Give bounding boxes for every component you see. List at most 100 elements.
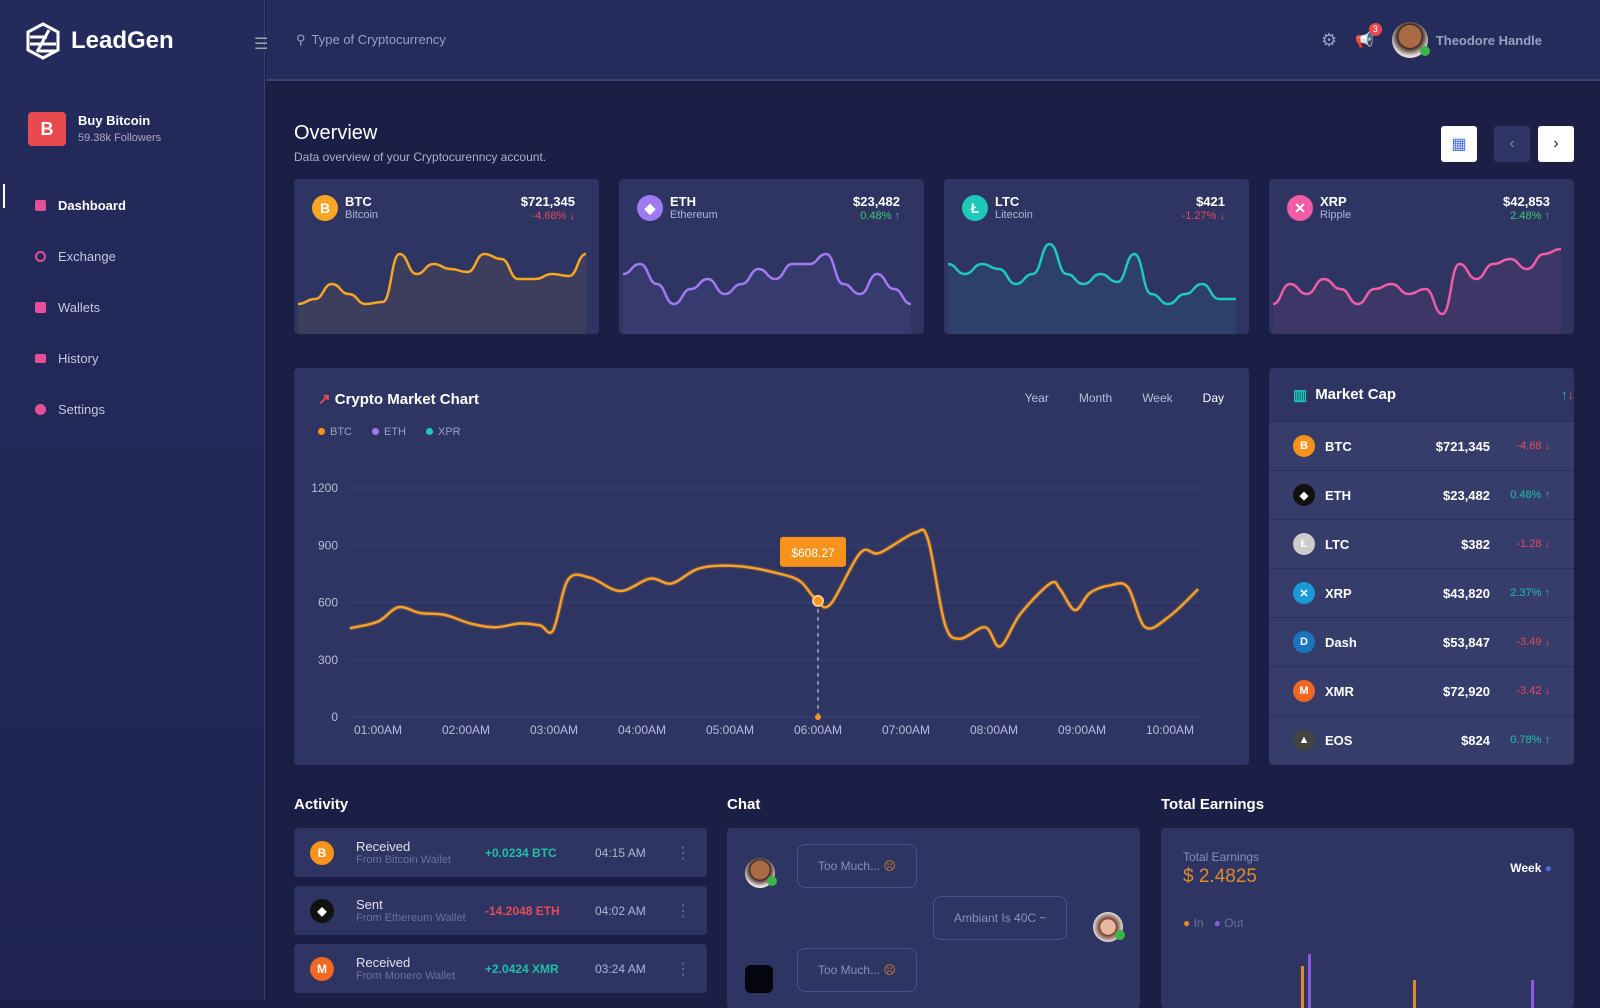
sidebar-item-wallets[interactable]: Wallets	[0, 282, 265, 333]
ltc-icon: Ł	[1293, 533, 1315, 555]
activity-item[interactable]: M Received From Monero Wallet +2.0424 XMR 03…	[294, 944, 707, 993]
gear-icon[interactable]: ⚙	[1320, 29, 1338, 50]
buy-bitcoin-promo[interactable]: B Buy Bitcoin 59.38k Followers	[28, 112, 161, 146]
coin-card-btc[interactable]: B BTC Bitcoin $721,345 -4.68% ↓	[294, 179, 599, 334]
earnings-title: Total Earnings	[1161, 796, 1265, 813]
y-tick-label: 300	[318, 653, 338, 667]
crypto-market-chart: ↗ Crypto Market Chart Year Month Week Da…	[294, 368, 1249, 765]
logo[interactable]: LeadGen	[25, 22, 174, 60]
activity-amount: +0.0234 BTC	[485, 845, 557, 860]
chat-avatar	[1093, 912, 1125, 942]
row-price: $382	[1461, 536, 1490, 552]
row-price: $53,847	[1443, 634, 1490, 650]
search-input[interactable]: ⚲ Type of Cryptocurrency	[296, 32, 446, 48]
y-tick-label: 1200	[311, 481, 338, 495]
market-cap-panel: ▥ Market Cap ↑↓ B BTC $721,345 -4.68 ↓ ◆ ETH $23…	[1269, 368, 1574, 765]
sparkline	[948, 242, 1236, 334]
coin-change: 0.48% ↑	[860, 210, 900, 222]
user-avatar[interactable]	[1391, 22, 1430, 58]
next-button[interactable]: ›	[1538, 126, 1574, 162]
sidebar: LeadGen B Buy Bitcoin 59.38k Followers Da…	[0, 0, 265, 1000]
tab-month[interactable]: Month	[1078, 391, 1113, 405]
ltc-icon: Ł	[962, 195, 988, 221]
grid-view-button[interactable]: ▦	[1441, 126, 1477, 162]
activity-type: Received	[356, 839, 411, 854]
market-cap-row[interactable]: ▲ EOS $824 0.78% ↑	[1269, 715, 1574, 764]
period-select[interactable]: Week ●	[1510, 861, 1552, 875]
exchange-icon	[35, 251, 46, 262]
coin-price: $421	[1196, 194, 1225, 209]
highlight-axis-point	[815, 714, 821, 720]
row-symbol: XMR	[1325, 683, 1354, 699]
market-cap-row[interactable]: B BTC $721,345 -4.68 ↓	[1269, 421, 1574, 470]
coin-card-ltc[interactable]: Ł LTC Litecoin $421 -1.27% ↓	[944, 179, 1249, 334]
more-options-icon[interactable]: ⋮	[675, 844, 691, 862]
row-symbol: EOS	[1325, 732, 1353, 748]
sidebar-item-label: Settings	[58, 402, 105, 417]
notification-badge: 3	[1368, 23, 1382, 36]
market-cap-row[interactable]: ◆ ETH $23,482 0.48% ↑	[1269, 470, 1574, 519]
sort-arrows-icon[interactable]: ↑↓	[1561, 387, 1574, 402]
more-options-icon[interactable]: ⋮	[675, 960, 691, 978]
user-name[interactable]: Theodore Handle	[1435, 32, 1542, 48]
bar-chart-icon: ▥	[1293, 386, 1308, 404]
row-price: $72,920	[1443, 683, 1490, 699]
coin-price: $42,853	[1503, 194, 1550, 209]
earnings-label: Total Earnings	[1183, 850, 1260, 864]
activity-title: Activity	[294, 796, 349, 813]
btc-icon: B	[1293, 435, 1315, 457]
row-symbol: XRP	[1325, 585, 1352, 601]
y-tick-label: 0	[331, 710, 338, 724]
more-options-icon[interactable]: ⋮	[675, 902, 691, 920]
sparkline	[298, 252, 587, 334]
x-tick-label: 02:00AM	[442, 723, 490, 737]
market-cap-row[interactable]: ✕ XRP $43,820 2.37% ↑	[1269, 568, 1574, 617]
x-tick-label: 06:00AM	[794, 723, 842, 737]
activity-type: Received	[356, 955, 411, 970]
sidebar-item-exchange[interactable]: Exchange	[0, 231, 265, 282]
coin-symbol: LTC	[995, 194, 1020, 209]
menu-toggle-icon[interactable]: ☰	[254, 36, 269, 53]
y-tick-label: 600	[318, 596, 338, 610]
sidebar-item-label: Exchange	[58, 249, 116, 264]
tab-day[interactable]: Day	[1202, 391, 1224, 405]
trend-icon: ↗	[318, 391, 335, 408]
chat-title: Chat	[727, 796, 761, 813]
market-cap-row[interactable]: D Dash $53,847 -3.49 ↓	[1269, 617, 1574, 666]
coin-card-eth[interactable]: ◆ ETH Ethereum $23,482 0.48% ↑	[619, 179, 924, 334]
sidebar-item-settings[interactable]: Settings	[0, 384, 265, 435]
logo-icon	[26, 22, 60, 60]
dashboard-icon	[35, 200, 46, 211]
legend-xpr[interactable]: XPR	[426, 426, 461, 438]
x-tick-label: 04:00AM	[618, 723, 666, 737]
coin-change: -1.27% ↓	[1181, 210, 1225, 222]
eth-icon: ◆	[1293, 484, 1315, 506]
activity-item[interactable]: B Received From Bitcoin Wallet +0.0234 BTC 0…	[294, 828, 707, 877]
coin-change: 2.48% ↑	[1510, 210, 1550, 222]
prev-button[interactable]: ‹	[1494, 126, 1530, 162]
eos-icon: ▲	[1293, 729, 1315, 751]
tab-week[interactable]: Week	[1142, 391, 1173, 405]
sidebar-item-history[interactable]: History	[0, 333, 265, 384]
activity-amount: -14.2048 ETH	[485, 903, 560, 918]
coin-symbol: XRP	[1320, 194, 1347, 209]
logo-text: LeadGen	[71, 27, 174, 54]
x-tick-label: 05:00AM	[706, 723, 754, 737]
chat-avatar	[745, 858, 777, 888]
legend-btc[interactable]: BTC	[318, 426, 352, 438]
coin-price: $23,482	[853, 194, 900, 209]
notification-icon[interactable]: 📢 3	[1355, 23, 1382, 49]
coin-card-xrp[interactable]: ✕ XRP Ripple $42,853 2.48% ↑	[1269, 179, 1574, 334]
legend-eth[interactable]: ETH	[372, 426, 406, 438]
wallet-icon	[35, 302, 46, 313]
activity-item[interactable]: ◆ Sent From Ethereum Wallet -14.2048 ETH 04:…	[294, 886, 707, 935]
activity-time: 04:02 AM	[595, 903, 646, 918]
market-cap-row[interactable]: M XMR $72,920 -3.42 ↓	[1269, 666, 1574, 715]
coin-name: Ethereum	[670, 209, 718, 221]
tab-year[interactable]: Year	[1024, 391, 1049, 405]
row-change: 2.37% ↑	[1510, 587, 1550, 599]
sidebar-item-dashboard[interactable]: Dashboard	[0, 180, 265, 231]
market-cap-row[interactable]: Ł LTC $382 -1.28 ↓	[1269, 519, 1574, 568]
x-tick-label: 01:00AM	[354, 723, 402, 737]
chat-panel: Too Much... ☹ Ambiant Is 40C ~ Too Much.…	[727, 828, 1140, 1008]
